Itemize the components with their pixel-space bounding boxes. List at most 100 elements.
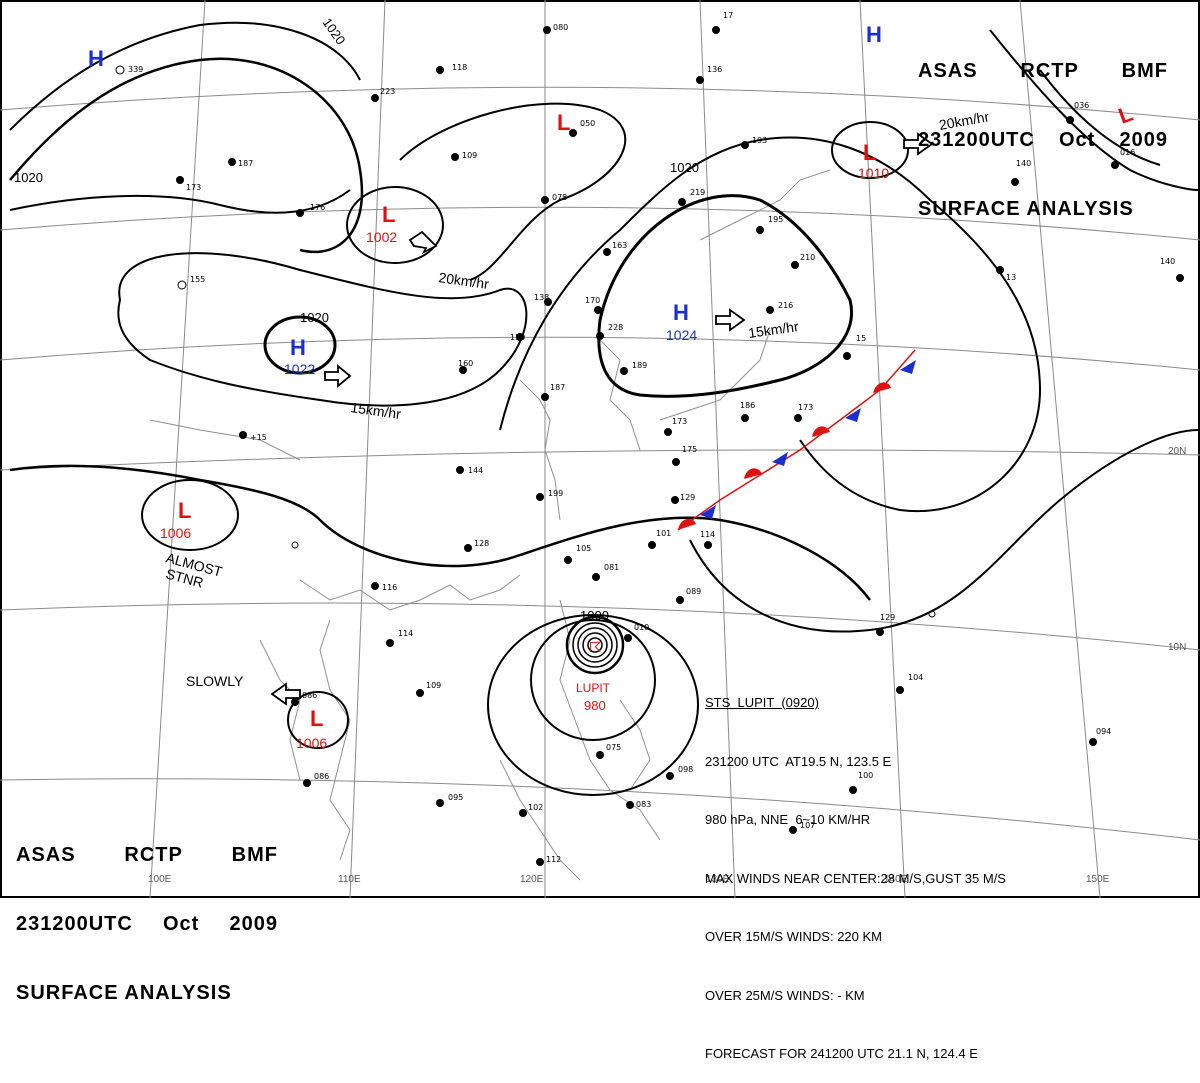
svg-text:223: 223 [380,87,395,96]
lon-label: 140E [884,874,908,885]
svg-text:086: 086 [302,691,317,700]
typhoon-center: ☈ LUPIT 980 [576,640,611,713]
pressure-value: 1010 [858,165,889,181]
svg-text:155: 155 [190,275,205,284]
typhoon-info-line: OVER 25M/S WINDS: - KM [705,987,865,1003]
svg-text:170: 170 [585,296,600,305]
svg-text:112: 112 [546,855,561,864]
title-time-2: Oct [163,913,200,935]
svg-text:175: 175 [682,445,697,454]
svg-text:136: 136 [707,65,722,74]
pressure-value: 1024 [666,327,697,343]
high-symbol: H [866,22,882,47]
svg-text:17: 17 [723,11,733,20]
svg-text:086: 086 [314,772,329,781]
low-symbol: L [557,110,570,135]
typhoon-name: LUPIT [576,681,611,695]
svg-text:101: 101 [656,529,671,538]
svg-text:173: 173 [186,183,201,192]
svg-text:219: 219 [690,188,705,197]
svg-text:187: 187 [550,383,565,392]
svg-text:216: 216 [778,301,793,310]
svg-text:13: 13 [1006,273,1016,282]
svg-text:228: 228 [608,323,623,332]
isobar-labels: 1020 1020 1020 1020 1000 [14,15,699,623]
svg-text:083: 083 [636,800,651,809]
svg-text:15: 15 [856,334,866,343]
svg-text:104: 104 [908,673,923,682]
lat-label: 10N [1168,642,1186,653]
svg-text:339: 339 [128,65,143,74]
title-time-3: 2009 [1119,129,1168,151]
svg-text:016: 016 [1120,148,1135,157]
svg-text:075: 075 [606,743,621,752]
lon-label: 100E [148,874,172,885]
motion-label: 15km/hr [350,399,403,422]
lon-label: 130E [706,874,730,885]
title-block-top: ASAS RCTP BMF 231200UTC Oct 2009 SURFACE ANA… [918,14,1168,244]
motion-label: 15km/hr [747,318,800,341]
svg-text:160: 160 [458,359,473,368]
svg-text:128: 128 [474,539,489,548]
title-agency-2: RCTP [124,844,183,866]
svg-text:163: 163 [612,241,627,250]
map-border [0,0,1200,898]
weather-map: 339 173 187 176 223 118 109 080 050 078 … [0,0,1200,899]
pressure-value: 1002 [366,229,397,245]
isobar-label: 1000 [580,608,609,623]
title-agency-3: BMF [1121,60,1168,82]
svg-text:010: 010 [634,623,649,632]
title-time-2: Oct [1059,129,1096,151]
typhoon-info-line: STS LUPIT (0920) [705,695,819,710]
svg-text:140: 140 [1016,159,1031,168]
title-agency-2: RCTP [1020,60,1079,82]
motion-labels: 20km/hr 15km/hr 15km/hr 20km/hr SLOWLY A… [164,108,990,689]
title-agency-1: ASAS [918,60,978,82]
typhoon-info-block: STS LUPIT (0920) 231200 UTC AT19.5 N, 12… [705,654,1006,1083]
isobar-label: 1020 [670,160,699,175]
svg-text:109: 109 [462,151,477,160]
title-time-1: 231200UTC [918,129,1035,151]
svg-text:176: 176 [310,203,325,212]
typhoon-info-line: 980 hPa, NNE 6~10 KM/HR [705,812,871,827]
svg-text:138: 138 [534,293,549,302]
low-symbol: L [310,706,323,731]
svg-text:089: 089 [686,587,701,596]
motion-label: 20km/hr [438,269,491,292]
svg-text:114: 114 [700,530,715,539]
motion-label: SLOWLY [186,673,244,689]
title-agency-3: BMF [231,844,278,866]
isobar-label: 1020 [300,310,329,325]
svg-text:098: 098 [678,765,693,774]
svg-text:109: 109 [426,681,441,690]
lon-label: 120E [520,874,544,885]
low-symbol: L [863,140,876,165]
svg-text:199: 199 [548,489,563,498]
title-agency-1: ASAS [16,844,76,866]
stationary-front [677,349,916,531]
svg-text:210: 210 [800,253,815,262]
svg-text:080: 080 [553,23,568,32]
svg-text:050: 050 [580,119,595,128]
svg-text:081: 081 [604,563,619,572]
svg-text:186: 186 [740,401,755,410]
svg-text:150: 150 [510,333,525,342]
svg-text:187: 187 [238,159,253,168]
motion-arrows [270,132,934,706]
pressure-value: 1006 [160,525,191,541]
svg-text:107: 107 [800,821,815,830]
svg-text:095: 095 [448,793,463,802]
svg-text:114: 114 [398,629,413,638]
svg-text:193: 193 [752,136,767,145]
isobar-label: 1020 [14,170,43,185]
svg-text:+15: +15 [250,433,267,442]
svg-text:094: 094 [1096,727,1111,736]
svg-text:173: 173 [798,403,813,412]
svg-text:195: 195 [768,215,783,224]
typhoon-pressure: 980 [584,698,606,713]
pressure-systems: H L 1002 L H 1022 H 1024 L 1010 H L L 10… [88,22,1136,751]
svg-text:102: 102 [528,803,543,812]
svg-text:100: 100 [858,771,873,780]
lon-label: 150E [1086,874,1110,885]
title-product: SURFACE ANALYSIS [16,982,232,1004]
